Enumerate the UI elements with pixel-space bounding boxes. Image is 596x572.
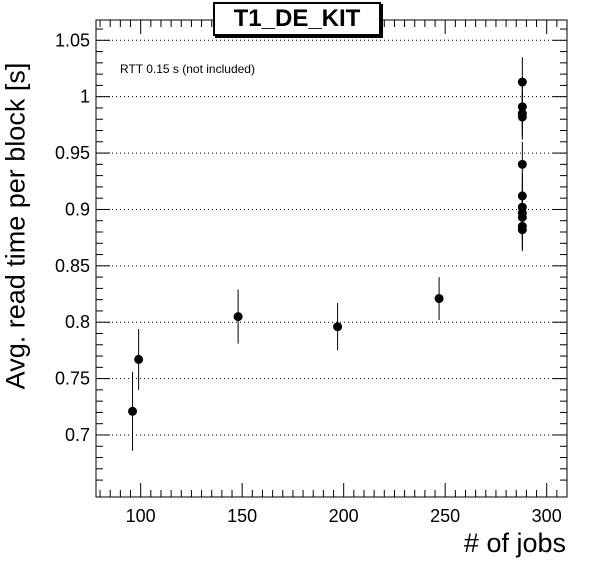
axis-ticks [96,20,568,497]
data-point [517,77,527,87]
x-axis-label: # of jobs [463,528,566,558]
data-point [233,312,243,322]
y-tick-label: 1 [80,87,90,107]
x-tick-label: 200 [329,506,359,526]
data-point [517,112,527,122]
data-point [128,406,138,416]
y-tick-label: 0.7 [65,425,90,445]
plot-frame [95,19,568,498]
data-point [517,159,527,169]
x-tick-label: 300 [532,506,562,526]
y-tick-label: 0.9 [65,199,90,219]
tick-labels: 0.7 0.75 0.8 0.85 0.9 0.95 1 1.05 100 150 200 250 30… [55,30,562,526]
y-tick-label: 0.8 [65,312,90,332]
y-tick-label: 0.75 [55,369,90,389]
grid-lines [96,39,567,436]
y-tick-label: 0.95 [55,143,90,163]
rtt-annotation: RTT 0.15 s (not included) [120,62,255,76]
data-point [134,354,144,364]
x-tick-label: 250 [430,506,460,526]
y-axis-label: Avg. read time per block [s] [0,62,31,390]
y-tick-label: 1.05 [55,30,90,50]
chart-title: T1_DE_KIT [213,2,381,36]
x-tick-label: 150 [227,506,257,526]
data-point [333,322,343,332]
y-tick-label: 0.85 [55,256,90,276]
x-tick-label: 100 [126,506,156,526]
data-point [434,294,444,304]
data-points [128,57,527,451]
data-point [517,225,527,235]
